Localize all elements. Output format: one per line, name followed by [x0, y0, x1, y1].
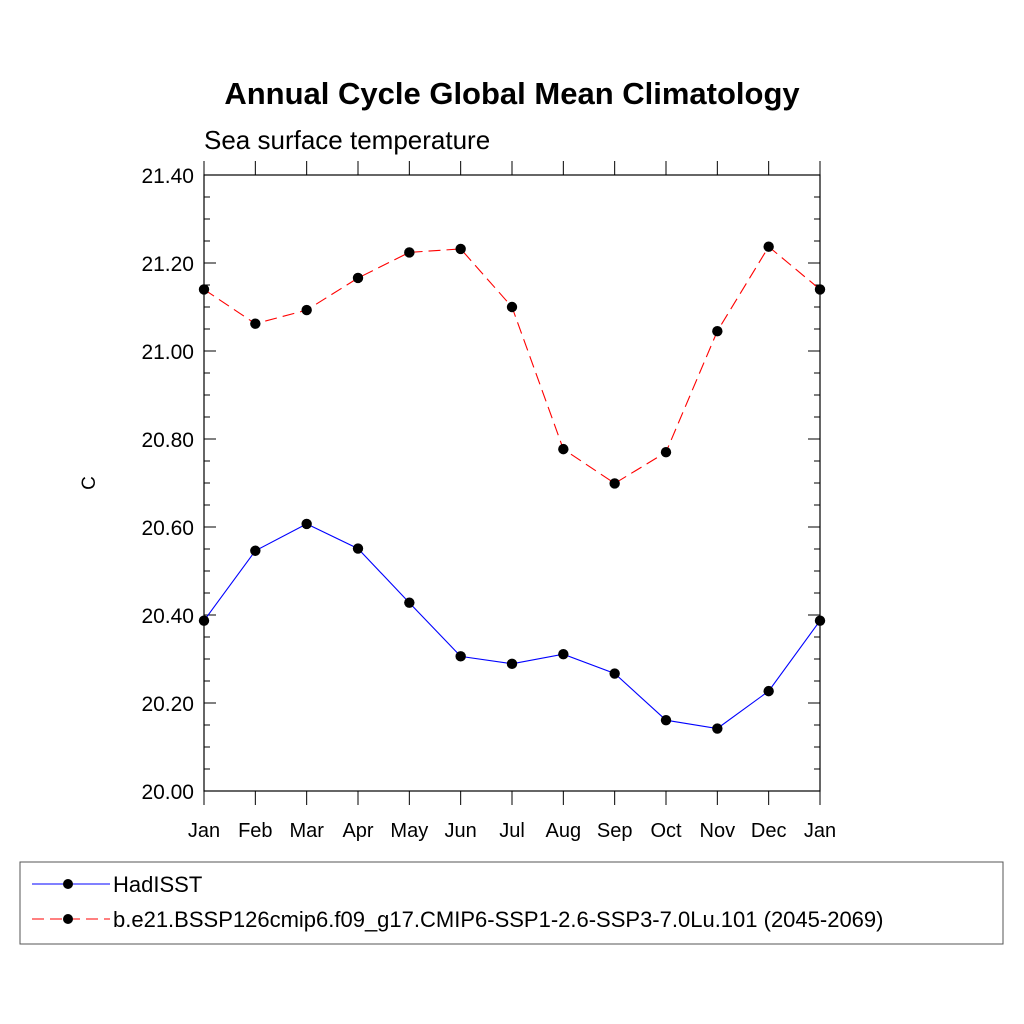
x-tick-label: Aug	[546, 820, 582, 842]
y-tick-label: 21.00	[141, 341, 194, 364]
series-0-point	[712, 723, 723, 734]
series-0-point	[609, 668, 620, 679]
x-tick-label: Feb	[238, 820, 272, 842]
series-line-1	[203, 245, 821, 485]
x-tick-label: Mar	[289, 820, 324, 842]
series-1-point	[250, 318, 261, 329]
series-0-point	[198, 615, 210, 626]
series-0-point	[763, 685, 774, 697]
chart-title: Annual Cycle Global Mean Climatology	[224, 76, 800, 111]
series-0-point	[814, 615, 826, 626]
series-1-point	[198, 284, 210, 295]
x-tick-label: Nov	[700, 820, 736, 842]
x-tick-label: Sep	[597, 820, 633, 842]
series-1-point	[609, 478, 620, 489]
series-group	[198, 241, 826, 734]
series-1-point	[763, 241, 774, 252]
plot-frame	[203, 174, 821, 792]
series-1-point	[660, 447, 672, 458]
y-tick-label: 20.20	[141, 693, 194, 716]
y-tick-label: 20.80	[141, 429, 194, 452]
y-tick-label: 20.60	[141, 517, 194, 540]
series-1-point	[352, 272, 364, 284]
series-0-point	[250, 545, 261, 556]
legend-label-hadisst: HadISST	[113, 872, 202, 897]
series-0-point	[506, 658, 518, 670]
series-1-point	[404, 247, 415, 258]
legend-box	[19, 861, 1004, 945]
legend-marker-model	[63, 914, 73, 924]
x-tick-label: Jan	[804, 820, 836, 842]
series-0-point	[455, 651, 466, 662]
series-0-point	[352, 543, 364, 554]
series-0-point	[660, 714, 672, 726]
axis-ticks: 20.00 20.20 20.40 20.60 20.80 21.00 21.20 21.40…	[141, 161, 836, 842]
y-tick-label: 20.00	[141, 781, 194, 804]
series-1-point	[712, 326, 723, 337]
series-1-point	[455, 243, 466, 255]
x-tick-label: Oct	[650, 820, 682, 842]
x-tick-label: May	[390, 820, 428, 842]
series-1-point	[301, 304, 312, 316]
series-1-point	[558, 443, 569, 455]
y-axis-label: C	[79, 476, 100, 490]
series-0-point	[404, 597, 415, 608]
series-1-point	[814, 284, 826, 295]
x-tick-label: Jun	[445, 820, 477, 842]
x-tick-label: Apr	[342, 820, 373, 842]
series-0-point	[558, 648, 569, 660]
series-1-point	[506, 301, 518, 313]
legend: HadISST b.e21.BSSP126cmip6.f09_g17.CMIP6…	[19, 861, 1004, 945]
legend-marker-hadisst	[63, 879, 73, 889]
y-tick-label: 21.40	[141, 165, 194, 188]
y-tick-label: 20.40	[141, 605, 194, 628]
series-line-0	[203, 523, 821, 730]
y-tick-label: 21.20	[141, 253, 194, 276]
series-0-point	[301, 518, 312, 530]
legend-label-model: b.e21.BSSP126cmip6.f09_g17.CMIP6-SSP1-2.…	[113, 907, 883, 932]
x-tick-label: Dec	[751, 820, 787, 842]
chart-subtitle: Sea surface temperature	[204, 125, 490, 155]
x-tick-label: Jan	[188, 820, 220, 842]
x-tick-label: Jul	[499, 820, 525, 842]
